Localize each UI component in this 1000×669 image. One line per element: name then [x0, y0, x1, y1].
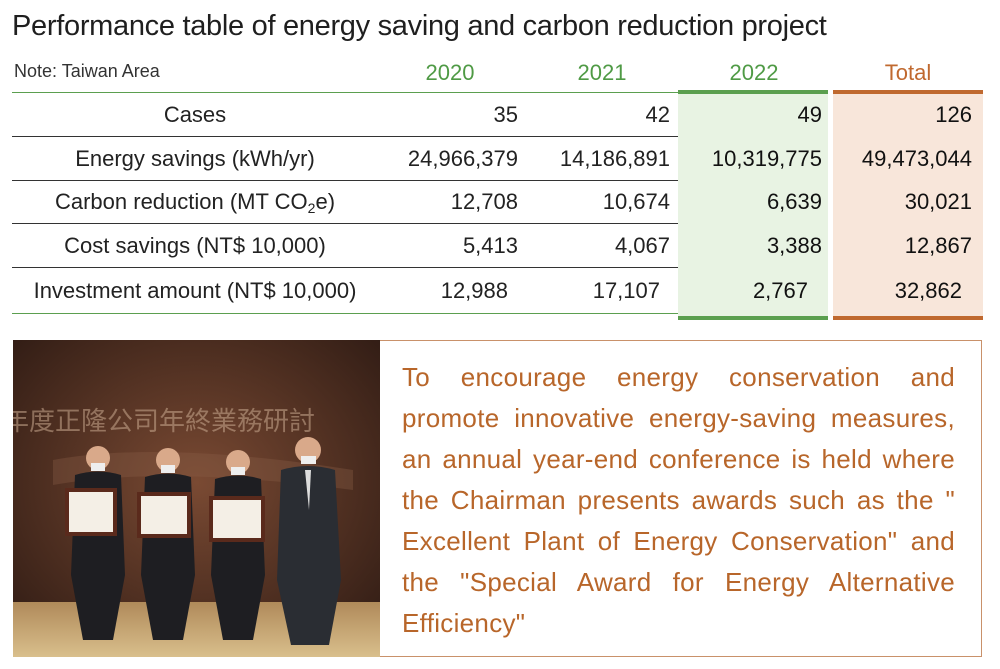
row-label: Energy savings (kWh/yr) — [75, 146, 315, 171]
person-4 — [277, 437, 341, 645]
table-top-rule — [12, 92, 678, 93]
row-label-text: Carbon reduction (MT CO — [54, 189, 308, 214]
cell-2021: 10,674 — [602, 189, 670, 214]
row-label: Investment amount (NT$ 10,000) — [33, 278, 357, 303]
row-divider — [12, 267, 678, 268]
cell-2020: 24,966,379 — [407, 146, 518, 171]
award-ceremony-illustration: 年度正隆公司年終業務研討 — [13, 340, 380, 657]
row-label: Cases — [163, 102, 227, 127]
row-divider — [12, 180, 678, 181]
column-highlight-total — [833, 90, 983, 320]
description-text: To encourage energy conservation and pro… — [402, 362, 955, 638]
table-row: Cost savings (NT$ 10,000) 5,413 4,067 3,… — [12, 224, 982, 268]
person-2 — [137, 448, 195, 640]
cell-2020: 5,413 — [462, 233, 518, 258]
cell-2021: 14,186,891 — [559, 146, 670, 171]
cell-2022: 49 — [797, 102, 822, 127]
cell-2020: 35 — [493, 102, 518, 127]
table-row: Energy savings (kWh/yr) 24,966,379 14,18… — [12, 137, 982, 181]
cell-2021: 4,067 — [614, 233, 670, 258]
column-header-total: Total — [884, 60, 932, 85]
banner-text: 年度正隆公司年終業務研討 — [13, 407, 315, 437]
cell-total: 49,473,044 — [861, 146, 972, 171]
description-box: To encourage energy conservation and pro… — [380, 340, 982, 657]
cell-2021: 42 — [645, 102, 670, 127]
cell-2022: 2,767 — [752, 278, 808, 303]
row-divider — [12, 136, 678, 137]
row-divider — [12, 223, 678, 224]
person-1 — [65, 446, 125, 640]
column-highlight-2022 — [678, 90, 828, 320]
cell-2022: 10,319,775 — [711, 146, 822, 171]
award-ceremony-photo: 年度正隆公司年終業務研討 — [13, 340, 380, 657]
cell-total: 30,021 — [904, 189, 972, 214]
table-row: Investment amount (NT$ 10,000) 12,988 17… — [12, 269, 982, 313]
person-3 — [209, 450, 265, 640]
table-row: Carbon reduction (MT CO2e) 12,708 10,674… — [12, 180, 982, 224]
cell-2022: 3,388 — [766, 233, 822, 258]
column-header-2021: 2021 — [577, 60, 627, 85]
row-label-text: e) — [315, 189, 336, 214]
cell-2020: 12,988 — [440, 278, 508, 303]
cell-2022: 6,639 — [766, 189, 822, 214]
subscript: 2 — [307, 200, 316, 216]
row-label: Cost savings (NT$ 10,000) — [64, 233, 326, 258]
row-label: Carbon reduction (MT CO2e) — [12, 180, 378, 224]
cell-2020: 12,708 — [450, 189, 518, 214]
cell-total: 32,862 — [894, 278, 962, 303]
cell-total: 12,867 — [904, 233, 972, 258]
cell-total: 126 — [935, 102, 972, 127]
cell-2021: 17,107 — [592, 278, 660, 303]
column-header-2020: 2020 — [425, 60, 475, 85]
page-title: Performance table of energy saving and c… — [12, 10, 827, 42]
table-bottom-rule — [12, 313, 678, 314]
table-row: Cases 35 42 49 126 — [12, 93, 982, 137]
column-header-2022: 2022 — [729, 60, 779, 85]
table-note: Note: Taiwan Area — [14, 61, 160, 81]
